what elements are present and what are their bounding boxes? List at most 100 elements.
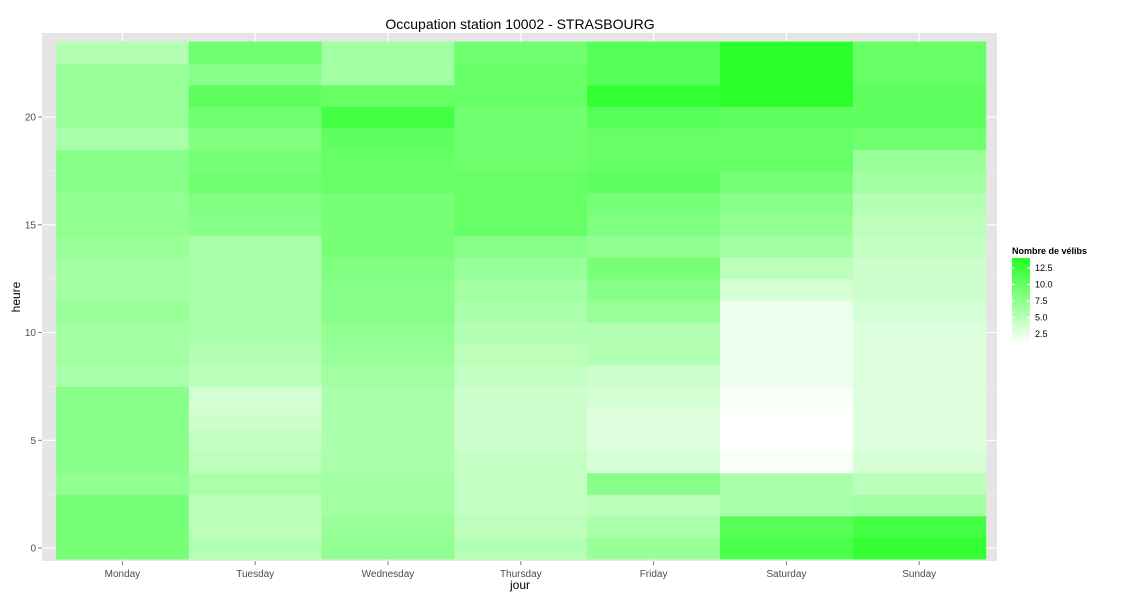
heatmap-cell [852,278,987,301]
legend-color-step [1012,341,1030,345]
heatmap-cell [188,515,323,538]
legend-color-step [1012,292,1030,296]
heatmap-cell [720,343,854,366]
heatmap-cell [720,63,854,86]
heatmap-cell [852,429,987,452]
legend-tick-label: 5.0 [1035,313,1048,323]
heatmap-cell [56,472,190,495]
heatmap-cell [454,63,588,86]
heatmap-cell [587,149,721,172]
legend-color-step [1012,277,1030,280]
legend-color-step [1012,298,1030,302]
legend-color-step [1012,328,1030,332]
heatmap-cell [720,364,854,388]
heatmap-cell [188,170,323,194]
heatmap-cell [587,278,721,301]
heatmap-cell [56,84,190,107]
heatmap-cell [852,106,987,129]
heatmap-cell [587,407,721,431]
heatmap-cell [188,472,323,495]
heatmap-cell [56,149,190,172]
heatmap-cell [56,41,190,64]
legend-color-step [1012,322,1030,326]
legend-color-step [1012,320,1030,323]
heatmap-cell [852,63,987,86]
heatmap-cell [56,386,190,409]
heatmap-cell [321,321,455,344]
legend-color-step [1012,264,1030,268]
heatmap-cells [56,41,987,560]
heatmap-cell [720,84,854,107]
legend-color-step [1012,266,1030,270]
heatmap-cell [454,386,588,409]
heatmap-cell [852,364,987,388]
heatmap-cell [454,214,588,237]
legend-tick-label: 12.5 [1035,263,1053,273]
heatmap-cell [321,451,455,474]
heatmap-cell [454,127,588,150]
heatmap-cell [720,429,854,452]
legend-color-step [1012,270,1030,274]
legend-tick-label: 2.5 [1035,329,1048,339]
heatmap-cell [321,300,455,323]
heatmap-cell [56,278,190,301]
heatmap-cell [454,235,588,258]
heatmap-cell [188,235,323,258]
heatmap-cell [56,451,190,474]
heatmap-cell [321,494,455,517]
heatmap-cell [454,170,588,194]
heatmap-cell [720,235,854,258]
heatmap-cell [321,214,455,237]
heatmap-cell [852,386,987,409]
heatmap-cell [188,214,323,237]
heatmap-cell [188,106,323,129]
heatmap-cell [587,364,721,388]
heatmap-cell [454,515,588,538]
heatmap-cell [587,257,721,280]
heatmap-cell [321,364,455,388]
heatmap-cell [720,170,854,194]
heatmap-cell [587,472,721,495]
heatmap-cell [852,235,987,258]
heatmap-cell [188,63,323,86]
heatmap-cell [188,192,323,215]
y-tick-label: 0 [30,544,36,555]
heatmap-cell [720,300,854,323]
heatmap-cell [720,321,854,344]
heatmap-cell [321,278,455,301]
heatmap-cell [188,537,323,560]
heatmap-cell [720,515,854,538]
heatmap-cell [720,257,854,280]
heatmap-cell [56,407,190,431]
heatmap-cell [587,537,721,560]
heatmap-cell [188,278,323,301]
legend-color-step [1012,305,1030,308]
heatmap-cell [587,386,721,409]
heatmap-cell [720,451,854,474]
heatmap-cell [321,192,455,215]
heatmap-cell [454,494,588,517]
heatmap-cell [188,386,323,409]
heatmap-cell [852,515,987,538]
heatmap-cell [454,429,588,452]
heatmap-cell [321,84,455,107]
heatmap-cell [454,84,588,107]
heatmap-cell [321,63,455,86]
heatmap-cell [56,127,190,150]
y-axis: 0 5 10 15 20 [25,113,42,555]
heatmap-cell [56,364,190,388]
heatmap-cell [56,300,190,323]
heatmap-cell [454,537,588,560]
heatmap-cell [587,515,721,538]
x-axis-title: jour [509,578,530,592]
legend-color-step [1012,316,1030,319]
heatmap-cell [587,41,721,64]
heatmap-cell [188,257,323,280]
heatmap-cell [587,106,721,129]
heatmap-cell [587,63,721,86]
heatmap-cell [321,537,455,560]
heatmap-cell [188,127,323,150]
x-tick-label: Sunday [902,569,936,580]
legend-color-step [1012,333,1030,336]
legend-color-step [1012,303,1030,306]
